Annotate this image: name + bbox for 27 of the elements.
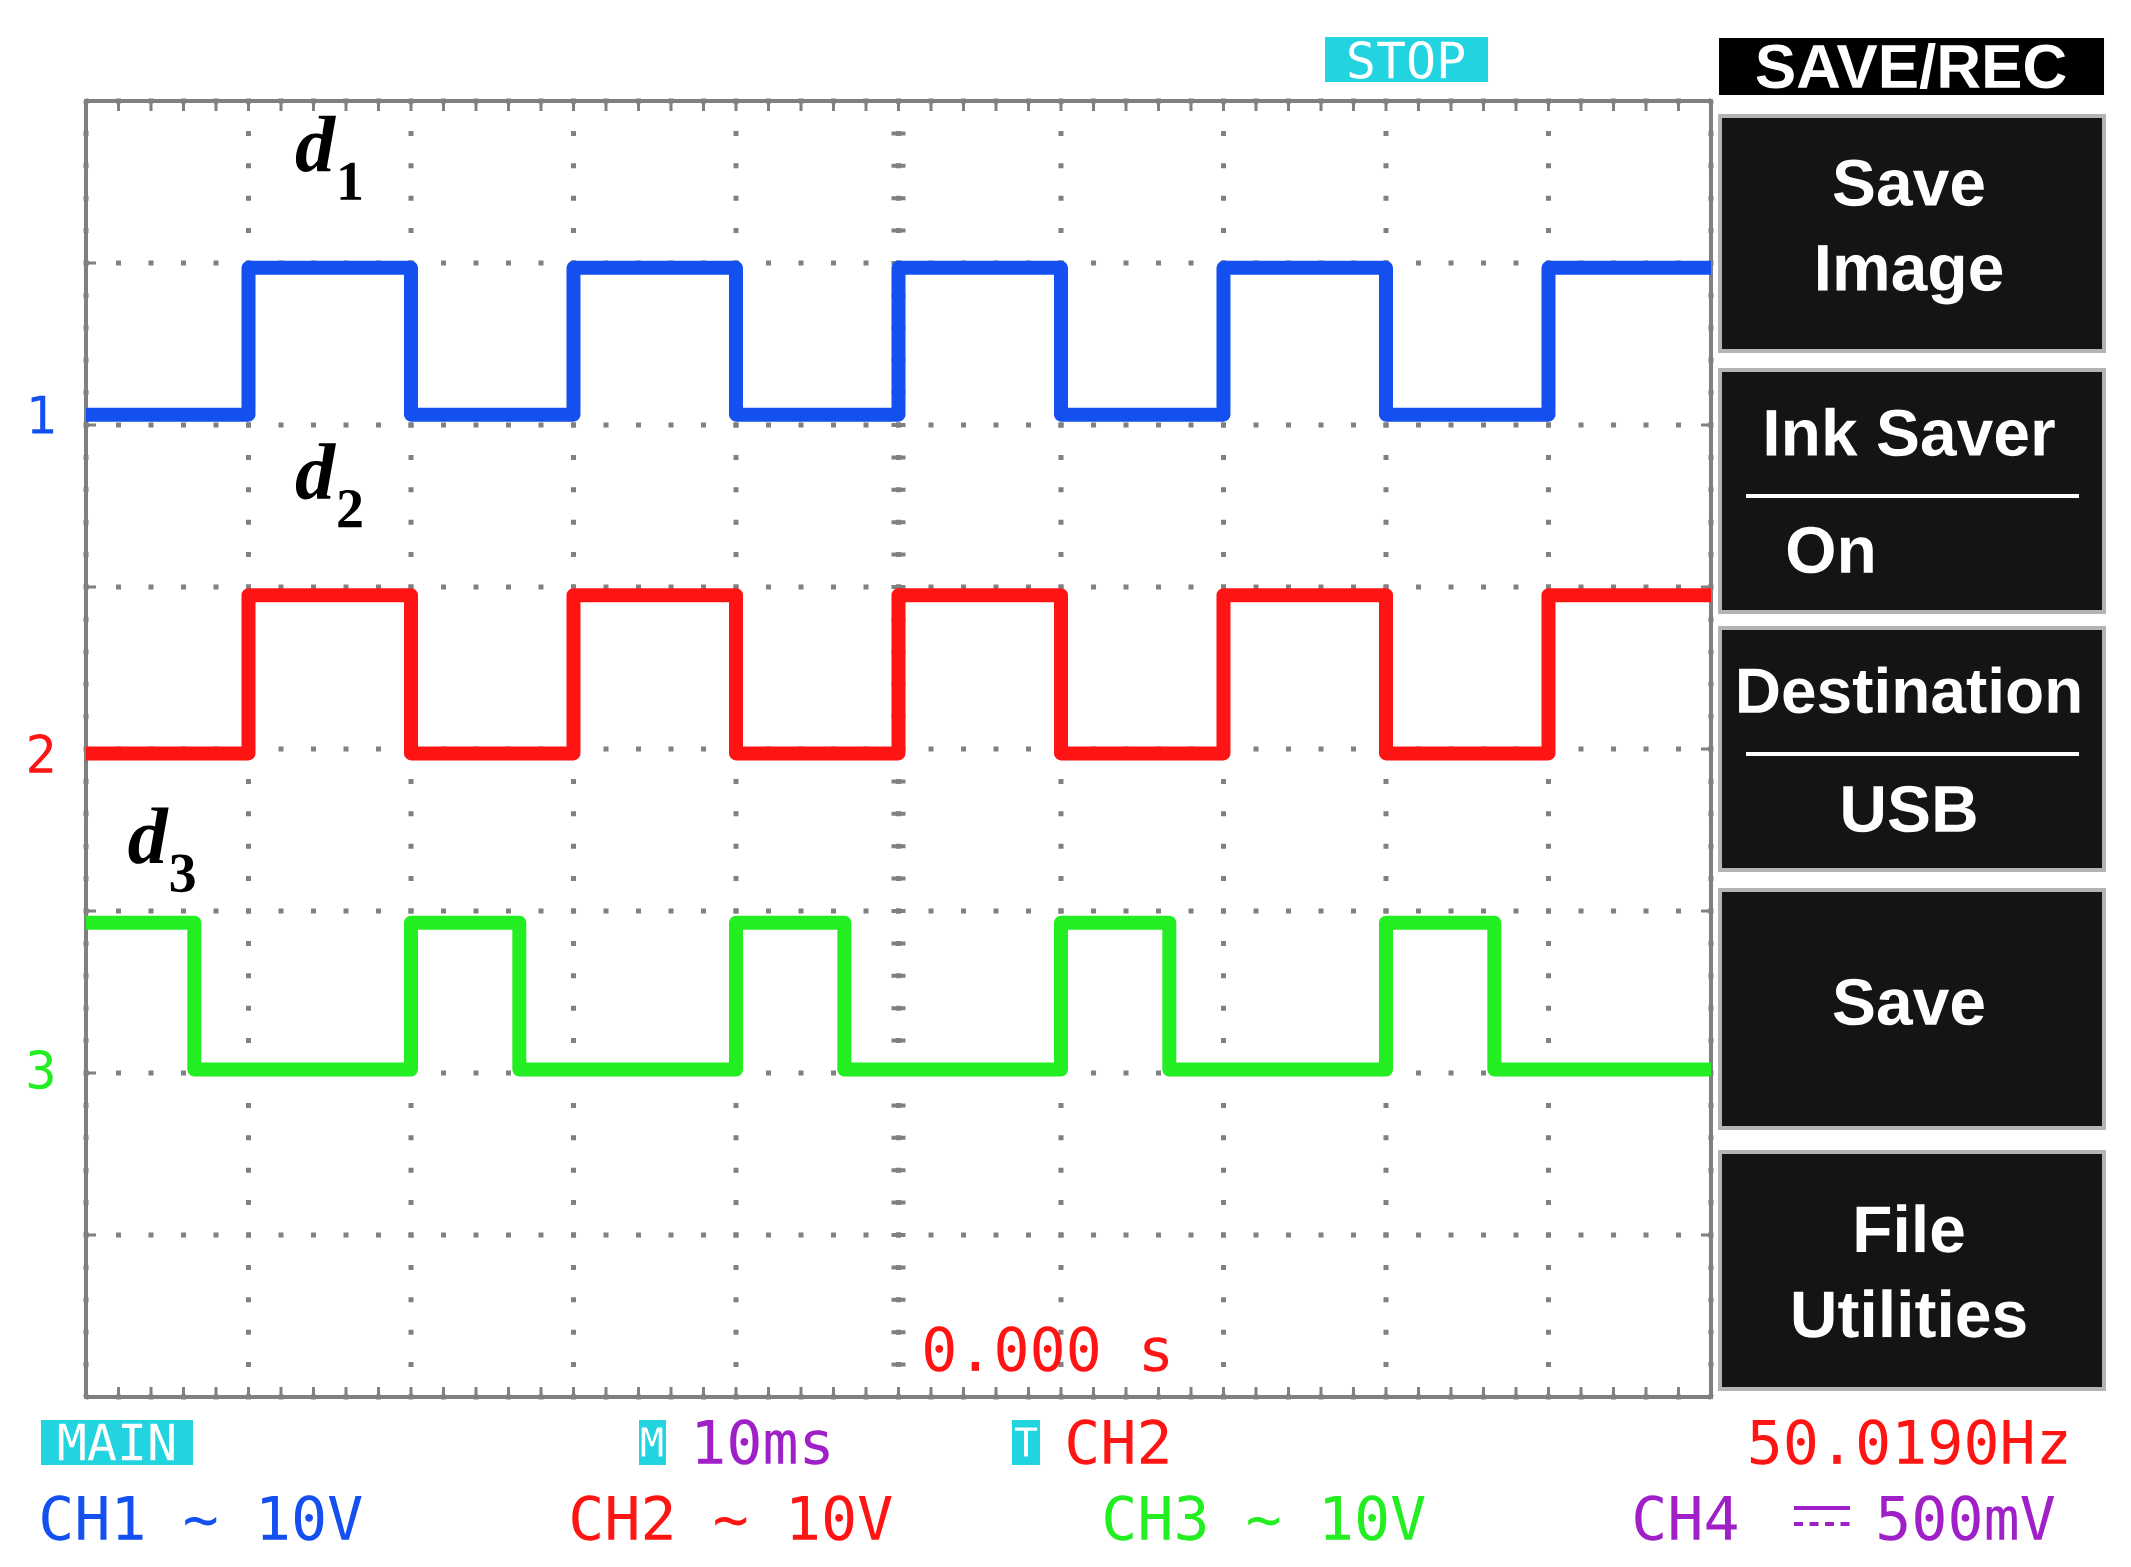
series-label: d$_{3}$ [128,807,195,893]
text: MAIN [58,1423,174,1461]
text: 2 [29,734,53,773]
text: STOP [1349,41,1464,79]
text: Destination [1739,666,2080,714]
annotation: 0.000 s [925,1326,1169,1372]
text: CH4 [1635,1495,1737,1541]
text: Ink Saver [1766,407,2055,457]
text: 500mV [1879,1495,2055,1541]
text: File Utilities [1793,1204,2026,1338]
text: CH1 ~ 10V [42,1495,362,1541]
text: T [1014,1427,1038,1457]
series-label: d$_{1}$ [295,115,362,200]
text: On [1787,526,1873,574]
text: 50.0190Hz [1750,1419,2067,1465]
text: 3 [28,1049,53,1090]
text: M [641,1427,663,1457]
text: Save [1833,978,1984,1026]
series-label: d$_{2}$ [295,443,362,528]
text: CH2 ~ 10V [572,1495,892,1541]
text: 1 [31,395,54,434]
text: USB [1843,785,1976,833]
text: SAVE/REC [1756,42,2066,90]
text: Save Image [1818,159,2003,305]
text: CH3 ~ 10V [1105,1495,1425,1541]
text: 10ms [697,1419,829,1465]
text: CH2 [1068,1419,1168,1465]
